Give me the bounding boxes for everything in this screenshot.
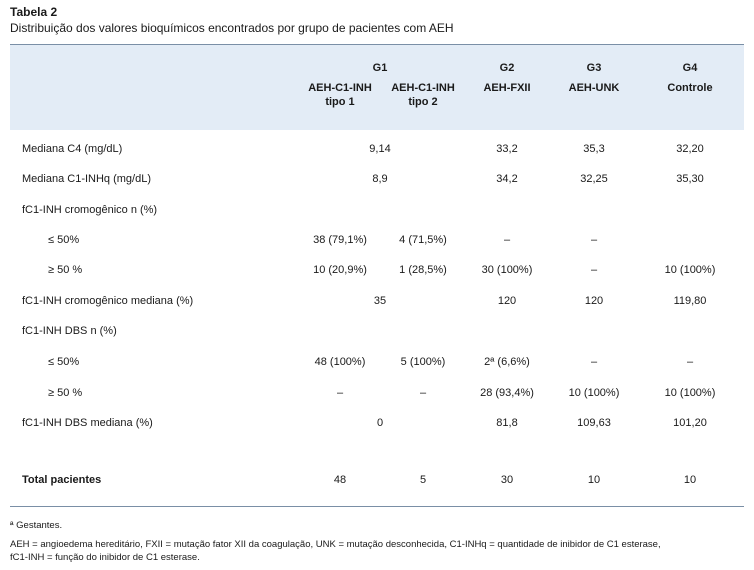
cell-g1-type1: 38 (79,1%) <box>313 234 367 246</box>
cell-g2: – <box>503 234 511 246</box>
cell-g1-type1: 48 <box>333 474 347 486</box>
cell-g3: – <box>590 264 598 276</box>
cell-g2: 81,8 <box>496 417 518 429</box>
row-label: fC1-INH DBS mediana (%) <box>22 417 153 429</box>
row-label: ≥ 50 % <box>48 387 83 399</box>
cell-g2: 34,2 <box>496 173 518 185</box>
cell-g1-type1: – <box>336 387 344 399</box>
cell-g1: 8,9 <box>372 173 388 185</box>
table-header <box>10 45 744 130</box>
cell-g3: 32,25 <box>580 173 608 185</box>
table-title: Tabela 2 <box>10 5 58 19</box>
cell-g3: 120 <box>584 295 604 307</box>
cell-g3: 35,3 <box>583 143 605 155</box>
header-g4: G4 Controle <box>667 62 713 94</box>
row-label: fC1-INH DBS n (%) <box>22 325 117 337</box>
cell-g3: – <box>590 234 598 246</box>
cell-g2: 30 <box>500 474 514 486</box>
cell-g3: – <box>590 356 598 368</box>
cell-g1-type2: 5 <box>419 474 427 486</box>
cell-g1-type1: 10 (20,9%) <box>313 264 367 276</box>
table-subtitle: Distribuição dos valores bioquímicos enc… <box>10 21 454 35</box>
row-label: fC1-INH cromogênico mediana (%) <box>22 295 194 307</box>
cell-g1-type1: 48 (100%) <box>314 356 366 368</box>
footnote-abbreviations: AEH = angioedema hereditário, FXII = mut… <box>10 539 661 550</box>
cell-g3: 109,63 <box>577 417 611 429</box>
bottom-rule <box>10 506 744 507</box>
cell-g1-type2: – <box>419 387 427 399</box>
row-label: ≥ 50 % <box>48 264 83 276</box>
cell-g4: 32,20 <box>676 143 704 155</box>
row-label: Mediana C1-INHq (mg/dL) <box>22 173 151 185</box>
row-label: ≤ 50% <box>48 356 80 368</box>
cell-g1: 0 <box>376 417 384 429</box>
cell-g1: 9,14 <box>369 143 391 155</box>
cell-g4: 119,80 <box>673 295 707 307</box>
footnote-gestantes: ª Gestantes. <box>10 520 63 531</box>
row-label: fC1-INH cromogênico n (%) <box>22 204 158 216</box>
cell-g4: 35,30 <box>676 173 704 185</box>
cell-g2: 28 (93,4%) <box>480 387 534 399</box>
header-g3: G3 AEH-UNK <box>568 62 620 94</box>
top-rule <box>10 44 744 45</box>
cell-g2: 30 (100%) <box>481 264 533 276</box>
cell-g2: 33,2 <box>496 143 518 155</box>
cell-g4: 101,20 <box>673 417 707 429</box>
row-label: Mediana C4 (mg/dL) <box>22 143 123 155</box>
row-label: ≤ 50% <box>48 234 80 246</box>
header-g1: G1 <box>372 62 388 74</box>
footnote-abbreviations-cont: fC1-INH = função do inibidor de C1 ester… <box>10 552 200 563</box>
cell-g4: 10 (100%) <box>664 264 716 276</box>
cell-g4: – <box>686 356 694 368</box>
cell-g4: 10 <box>683 474 697 486</box>
header-g1-type2: AEH-C1-INH tipo 2 <box>391 82 455 108</box>
cell-g2: 2ª (6,6%) <box>484 356 530 368</box>
cell-g1-type2: 4 (71,5%) <box>399 234 447 246</box>
cell-g1-type2: 1 (28,5%) <box>399 264 447 276</box>
cell-g3: 10 <box>587 474 601 486</box>
cell-g4: 10 (100%) <box>664 387 716 399</box>
header-g1-type1: AEH-C1-INH tipo 1 <box>308 82 372 108</box>
cell-g3: 10 (100%) <box>568 387 620 399</box>
cell-g1: 35 <box>373 295 387 307</box>
cell-g2: 120 <box>497 295 517 307</box>
header-g2: G2 AEH-FXII <box>483 62 531 94</box>
cell-g1-type2: 5 (100%) <box>400 356 446 368</box>
row-label-total: Total pacientes <box>22 474 102 486</box>
